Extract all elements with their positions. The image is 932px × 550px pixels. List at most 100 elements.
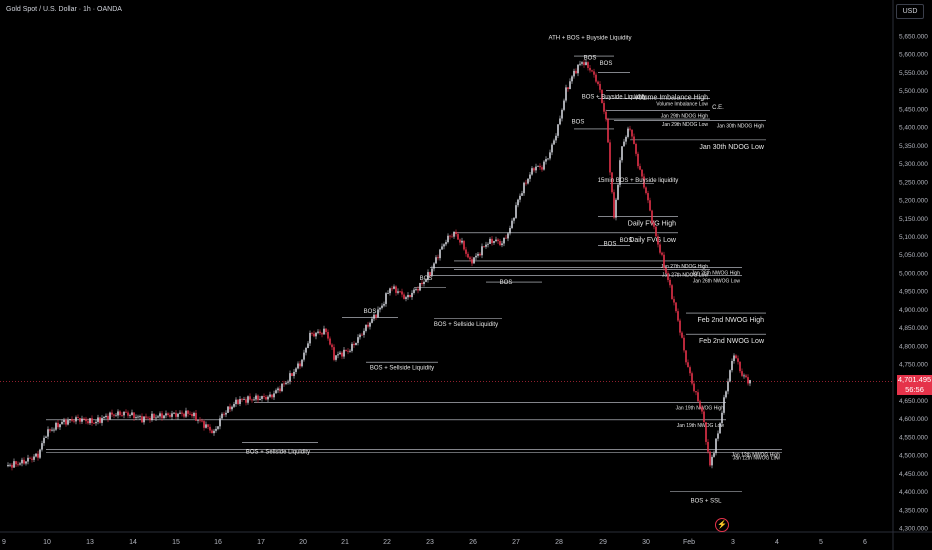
candle-body [473,257,475,264]
candle-body [73,420,75,422]
time-axis: 9 10 13 14 15 16 17 20 21 22 23 26 27 28 29 30 Feb 3 4 5 6 [0,531,932,546]
candle-body [311,332,313,334]
candle-body [565,87,567,101]
candle-body [559,118,561,125]
candle-body [307,343,309,348]
candle-body [533,168,535,171]
candle-body [435,257,437,264]
level-label: Jan 12th NWOG Low [733,455,781,461]
candle-body [507,233,509,239]
candle-body [389,288,391,294]
chart-annotation: BOS [420,276,433,282]
candle-body [727,381,729,392]
candle-body [721,412,723,424]
price-tick-label: 5,500.000 [899,88,928,95]
candle-body [353,343,355,346]
candle-body [123,411,125,416]
candle-body [285,382,287,384]
candle-body [173,412,175,414]
candle-body [715,438,717,454]
candle-body [63,419,65,422]
chart-annotation: BOS + Sellside Liquidity [434,322,498,328]
candle-body [327,332,329,339]
candle-body [701,407,703,412]
candle-body [625,136,627,142]
candle-body [509,227,511,234]
candle-body [257,395,259,401]
candle-body [87,421,89,424]
chart-title: Gold Spot / U.S. Dollar · 1h · OANDA [6,6,122,13]
candle-body [411,292,413,298]
level-label: Jan 19th NWOG Low [677,423,725,429]
price-tick-label: 5,400.000 [899,125,928,132]
candle-body [465,249,467,254]
candle-body [261,396,263,399]
candle-body [395,286,397,293]
candle-body [725,391,727,398]
candle-body [259,398,261,401]
candle-body [369,322,371,327]
candle-body [199,419,201,421]
candle-body [179,412,181,414]
price-tick-label: 4,500.000 [899,453,928,460]
candle-body [569,81,571,90]
level-label: Volume Imbalance High [634,95,708,102]
candle-body [139,416,141,418]
candle-body [633,136,635,144]
candle-body [377,309,379,318]
candle-body [69,419,71,421]
chart-annotation: BOS [364,309,377,315]
candle-body [367,324,369,327]
candle-body [279,388,281,392]
candle-body [653,222,655,227]
candle-body [163,415,165,419]
candle-body [225,412,227,415]
bolt-icon[interactable]: ⚡ [715,518,729,532]
candle-body [603,103,605,112]
candle-body [581,62,583,64]
candle-body [729,370,731,382]
candle-body [221,413,223,419]
candle-body [737,358,739,362]
candle-body [687,362,689,368]
candle-body [247,396,249,403]
price-tick-label: 5,150.000 [899,216,928,223]
level-label: Jan 30th NDOG Low [699,144,765,151]
time-tick-label: 13 [86,539,94,546]
candle-body [121,415,123,416]
candle-body [239,399,241,404]
candle-body [593,71,595,75]
candle-body [471,259,473,264]
candle-body [405,297,407,299]
price-tick-label: 5,350.000 [899,143,928,150]
candle-body [429,272,431,276]
candle-body [539,165,541,168]
candle-body [393,286,395,289]
price-grid [0,0,894,550]
candle-body [723,397,725,413]
currency-button[interactable]: USD [896,4,924,19]
time-tick-label: 5 [819,539,823,546]
candle-body [319,331,321,334]
level-label: Volume Imbalance Low [656,102,708,108]
candle-body [255,395,257,400]
time-tick-label: 4 [775,539,779,546]
candle-body [551,144,553,153]
price-tick-label: 5,200.000 [899,198,928,205]
candle-body [457,234,459,240]
candle-body [209,426,211,431]
candle-body [589,67,591,71]
candle-body [237,399,239,404]
level-label: Feb 2nd NWOG Low [699,338,765,345]
candle-body [295,368,297,372]
candle-body [693,383,695,392]
candle-body [339,352,341,355]
candle-body [415,289,417,290]
candle-body [113,414,115,416]
candle-body [263,396,265,398]
candle-body [201,420,203,422]
candle-body [249,396,251,400]
candle-body [387,293,389,294]
candle-body [299,363,301,367]
